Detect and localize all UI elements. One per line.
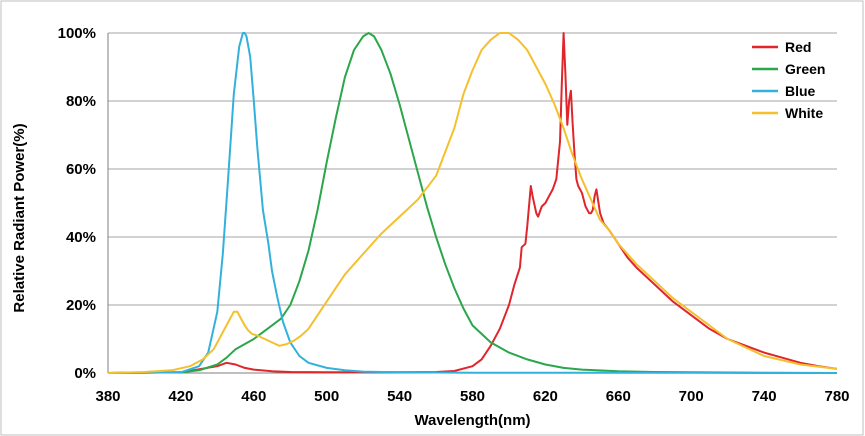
series-line-green xyxy=(107,32,838,374)
x-axis-title: Wavelength(nm) xyxy=(414,412,530,429)
y-tick-label: 40% xyxy=(66,229,96,246)
legend-label-red: Red xyxy=(785,39,811,55)
series-line-blue xyxy=(107,32,837,374)
series-line-white xyxy=(107,32,838,374)
x-tick-label: 580 xyxy=(460,388,485,405)
x-tick-label: 460 xyxy=(241,388,266,405)
x-tick-label: 620 xyxy=(533,388,558,405)
x-tick-label: 780 xyxy=(824,388,849,405)
x-tick-label: 700 xyxy=(679,388,704,405)
x-tick-label: 420 xyxy=(168,388,193,405)
y-tick-label: 80% xyxy=(66,93,96,110)
y-tick-label: 100% xyxy=(58,25,96,42)
legend-label-white: White xyxy=(785,105,823,121)
x-tick-label: 380 xyxy=(95,388,120,405)
legend-label-blue: Blue xyxy=(785,83,816,99)
y-axis-title: Relative Radiant Power(%) xyxy=(11,123,28,312)
y-tick-label: 0% xyxy=(74,365,96,382)
series-lines xyxy=(107,32,838,374)
legend: Red Green Blue White xyxy=(752,39,825,121)
x-tick-label: 500 xyxy=(314,388,339,405)
y-tick-label: 20% xyxy=(66,297,96,314)
x-tick-label: 740 xyxy=(752,388,777,405)
legend-label-green: Green xyxy=(785,61,825,77)
x-tick-label: 660 xyxy=(606,388,631,405)
tick-labels: 0% 20% 40% 60% 80% 100% 380 420 460 500 540 580 620 6… xyxy=(58,25,850,405)
x-tick-label: 540 xyxy=(387,388,412,405)
y-tick-label: 60% xyxy=(66,161,96,178)
